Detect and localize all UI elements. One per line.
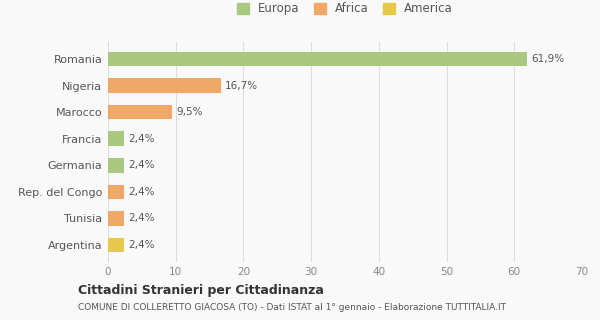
Bar: [108, 52, 527, 66]
Text: 2,4%: 2,4%: [128, 160, 155, 170]
Bar: [108, 78, 221, 93]
Text: 61,9%: 61,9%: [531, 54, 565, 64]
Bar: [108, 211, 124, 226]
Text: 2,4%: 2,4%: [128, 187, 155, 197]
Text: 2,4%: 2,4%: [128, 213, 155, 223]
Bar: [108, 158, 124, 172]
Bar: [108, 238, 124, 252]
Text: 2,4%: 2,4%: [128, 134, 155, 144]
Text: 16,7%: 16,7%: [225, 81, 258, 91]
Text: 2,4%: 2,4%: [128, 240, 155, 250]
Legend: Europa, Africa, America: Europa, Africa, America: [233, 0, 457, 19]
Bar: [108, 132, 124, 146]
Bar: [108, 185, 124, 199]
Bar: [108, 105, 172, 119]
Text: 9,5%: 9,5%: [176, 107, 203, 117]
Text: COMUNE DI COLLERETTO GIACOSA (TO) - Dati ISTAT al 1° gennaio - Elaborazione TUTT: COMUNE DI COLLERETTO GIACOSA (TO) - Dati…: [78, 303, 506, 312]
Text: Cittadini Stranieri per Cittadinanza: Cittadini Stranieri per Cittadinanza: [78, 284, 324, 297]
